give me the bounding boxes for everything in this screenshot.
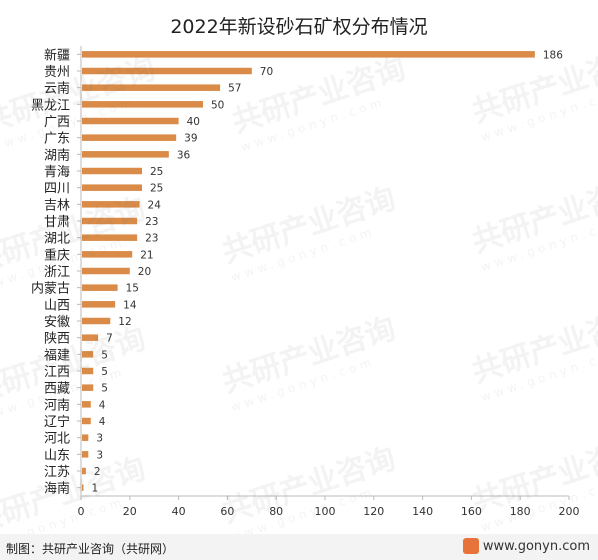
bar (82, 467, 86, 475)
bar (82, 101, 203, 108)
x-tick-label: 80 (269, 505, 283, 518)
category-label: 山西 (44, 298, 70, 313)
category-label: 海南 (44, 481, 70, 497)
bar (82, 134, 177, 141)
category-label: 广东 (44, 132, 70, 147)
brand-url: www.gonyn.com (482, 538, 590, 554)
category-label: 广西 (44, 115, 70, 130)
bar (82, 284, 118, 291)
bar (82, 301, 116, 308)
bar (82, 317, 111, 325)
data-label: 39 (184, 133, 197, 145)
bar (82, 417, 91, 425)
data-label: 23 (145, 216, 158, 228)
category-label: 江西 (44, 365, 70, 380)
category-label: 西藏 (44, 382, 70, 397)
data-label: 7 (106, 333, 113, 345)
footer-bar: 制图：共研产业咨询（共研网） www.gonyn.com (0, 534, 598, 560)
data-label: 40 (187, 116, 200, 128)
category-label: 陕西 (44, 332, 70, 347)
category-label: 青海 (44, 165, 70, 180)
bar (82, 251, 133, 258)
category-label: 山东 (44, 448, 70, 463)
category-label: 黑龙江 (31, 98, 70, 113)
category-label: 重庆 (44, 247, 70, 263)
category-label: 辽宁 (44, 414, 70, 430)
category-label: 湖南 (44, 147, 70, 163)
data-label: 186 (543, 49, 563, 61)
bar (82, 484, 84, 491)
source-note: 制图：共研产业咨询（共研网） (6, 542, 175, 556)
data-label: 21 (140, 249, 153, 261)
data-label: 50 (211, 99, 224, 111)
bar (82, 201, 140, 208)
category-label: 浙江 (44, 265, 70, 280)
x-tick-label: 120 (363, 505, 384, 518)
category-label: 吉林 (44, 198, 70, 213)
bar (82, 384, 94, 391)
category-label: 福建 (44, 348, 70, 363)
category-label: 内蒙古 (31, 281, 70, 297)
data-label: 2 (94, 466, 101, 478)
category-label: 新疆 (44, 47, 70, 63)
data-label: 5 (101, 366, 108, 378)
bar (82, 117, 179, 125)
x-tick-label: 180 (510, 505, 531, 518)
x-tick-label: 60 (220, 505, 234, 518)
data-label: 4 (99, 399, 106, 411)
chart-title: 2022年新设砂石矿权分布情况 (170, 16, 428, 38)
data-label: 14 (123, 299, 137, 311)
category-label: 江苏 (44, 464, 70, 480)
bar (82, 84, 221, 91)
data-label: 25 (150, 183, 163, 195)
bar (82, 367, 94, 375)
x-tick-label: 160 (461, 505, 482, 518)
bar (82, 67, 252, 75)
bar (82, 351, 94, 358)
x-tick-label: 100 (315, 505, 336, 518)
brand[interactable]: www.gonyn.com (462, 538, 590, 554)
bar (82, 234, 138, 241)
bar (82, 217, 138, 225)
data-label: 24 (148, 199, 162, 211)
x-tick-label: 200 (559, 505, 580, 518)
data-label: 3 (96, 433, 103, 445)
data-label: 5 (101, 383, 108, 395)
category-label: 四川 (44, 182, 70, 197)
data-label: 36 (177, 149, 191, 161)
bar (82, 184, 142, 191)
data-label: 3 (96, 449, 103, 461)
bar (82, 401, 91, 408)
data-label: 20 (138, 266, 151, 278)
category-label: 甘肃 (44, 215, 70, 230)
bar (82, 434, 89, 441)
data-label: 23 (145, 233, 158, 245)
data-label: 4 (99, 416, 106, 428)
category-label: 贵州 (44, 65, 70, 80)
bar (82, 334, 99, 341)
category-label: 河南 (44, 397, 70, 413)
category-label: 云南 (44, 81, 70, 97)
data-label: 15 (126, 283, 139, 295)
category-label: 湖北 (44, 232, 70, 247)
category-label: 河北 (44, 432, 70, 447)
x-tick-label: 40 (172, 505, 186, 518)
bar (82, 51, 535, 58)
bar (82, 151, 169, 158)
data-label: 57 (228, 83, 241, 95)
data-label: 1 (91, 483, 98, 495)
x-tick-label: 20 (123, 505, 137, 518)
data-label: 5 (101, 349, 108, 361)
bar (82, 167, 142, 175)
data-label: 12 (118, 316, 131, 328)
data-label: 25 (150, 166, 163, 178)
x-tick-label: 140 (412, 505, 433, 518)
bar (82, 267, 130, 275)
x-tick-label: 0 (78, 505, 85, 518)
category-label: 安徽 (44, 315, 70, 330)
data-label: 70 (260, 66, 273, 78)
brand-logo-icon (462, 538, 479, 554)
bar (82, 451, 89, 458)
